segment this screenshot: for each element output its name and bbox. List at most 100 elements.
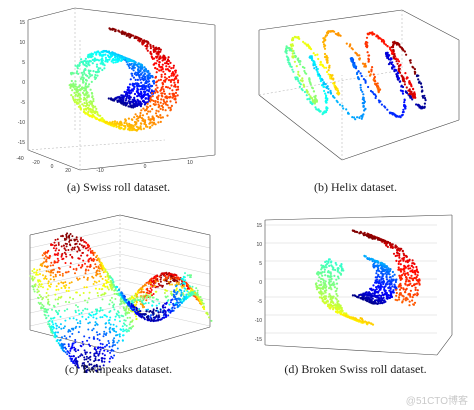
- data-point: [362, 105, 365, 108]
- data-point: [356, 71, 359, 74]
- data-point: [371, 258, 374, 261]
- data-point: [157, 50, 160, 53]
- data-point: [361, 102, 364, 105]
- data-point: [121, 325, 124, 328]
- data-point: [399, 80, 402, 83]
- data-point: [409, 59, 412, 62]
- data-point: [129, 321, 132, 324]
- data-point: [128, 83, 132, 86]
- data-point: [188, 292, 191, 295]
- data-point: [408, 300, 411, 303]
- data-point: [176, 94, 179, 97]
- data-point: [65, 235, 68, 238]
- data-point: [413, 293, 417, 296]
- data-point: [49, 278, 52, 281]
- data-point: [405, 91, 408, 94]
- data-point: [291, 44, 295, 47]
- data-point: [118, 95, 121, 98]
- data-point: [59, 339, 62, 341]
- data-point: [391, 290, 394, 293]
- data-point: [300, 87, 303, 91]
- data-point: [133, 306, 136, 308]
- data-point: [83, 101, 86, 105]
- data-point: [371, 323, 375, 326]
- data-point: [74, 339, 77, 341]
- data-point: [411, 299, 414, 302]
- data-point: [75, 318, 78, 321]
- data-point: [149, 104, 152, 108]
- data-point: [130, 72, 134, 75]
- data-point: [347, 112, 350, 115]
- data-point: [364, 255, 367, 258]
- data-point: [103, 64, 106, 67]
- data-point: [408, 94, 411, 97]
- data-point: [140, 109, 143, 112]
- data-point: [404, 299, 407, 302]
- data-point: [54, 336, 57, 339]
- data-point: [371, 66, 374, 69]
- data-point: [155, 304, 158, 307]
- data-point: [93, 251, 96, 254]
- data-point: [71, 357, 74, 360]
- data-point: [104, 60, 107, 63]
- data-point: [93, 59, 96, 63]
- data-point: [166, 86, 169, 89]
- data-point: [324, 35, 327, 38]
- data-point: [154, 123, 157, 126]
- data-point: [309, 100, 312, 103]
- data-point: [152, 118, 155, 122]
- data-point: [149, 110, 152, 113]
- data-point: [101, 346, 104, 349]
- data-point: [176, 303, 179, 306]
- data-point: [117, 314, 120, 317]
- data-point: [290, 65, 293, 68]
- data-point: [375, 286, 378, 289]
- data-point: [172, 293, 175, 296]
- data-point: [56, 261, 59, 264]
- data-point: [327, 295, 330, 298]
- data-point: [411, 98, 414, 101]
- data-point: [109, 299, 112, 302]
- data-point: [120, 126, 123, 129]
- data-point: [157, 311, 160, 314]
- data-point: [106, 343, 108, 346]
- data-point: [208, 316, 210, 319]
- data-point: [379, 37, 382, 40]
- data-point: [89, 108, 92, 111]
- data-point: [99, 316, 102, 319]
- data-point: [162, 54, 165, 57]
- data-point: [196, 289, 199, 292]
- data-point: [78, 96, 81, 99]
- data-point: [37, 290, 40, 293]
- data-point: [81, 73, 84, 77]
- data-point: [86, 339, 89, 342]
- data-point: [392, 289, 395, 292]
- data-point: [120, 291, 123, 294]
- data-point: [175, 279, 178, 282]
- data-point: [364, 42, 367, 46]
- data-point: [370, 70, 373, 73]
- data-point: [78, 277, 81, 280]
- caption-twinpeaks: (c) Twinpeaks dataset.: [64, 362, 173, 376]
- data-point: [105, 120, 108, 123]
- data-point: [103, 67, 106, 70]
- data-point: [322, 41, 325, 44]
- data-point: [322, 81, 325, 84]
- data-point: [39, 302, 42, 304]
- data-point: [174, 298, 177, 301]
- data-point: [169, 61, 172, 64]
- data-point: [107, 97, 110, 100]
- data-point: [326, 60, 329, 64]
- data-point: [74, 83, 77, 86]
- data-point: [54, 322, 57, 325]
- data-point: [111, 327, 114, 330]
- data-point: [166, 58, 170, 61]
- data-point: [73, 88, 76, 91]
- data-point: [123, 329, 126, 332]
- data-point: [69, 86, 72, 89]
- data-point: [68, 243, 71, 246]
- data-point: [114, 61, 117, 64]
- data-point: [324, 274, 327, 277]
- data-point: [141, 315, 144, 318]
- data-point: [144, 97, 148, 100]
